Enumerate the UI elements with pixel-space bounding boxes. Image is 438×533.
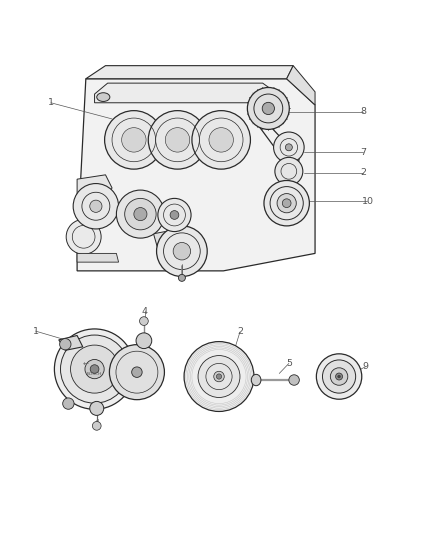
Polygon shape [95,83,278,103]
Polygon shape [59,335,83,350]
Circle shape [262,102,275,115]
Circle shape [275,157,303,185]
Circle shape [214,372,224,382]
Circle shape [170,211,179,220]
Polygon shape [77,253,119,262]
Circle shape [264,181,309,226]
Circle shape [209,128,233,152]
Circle shape [322,360,356,393]
Text: 10: 10 [361,197,374,206]
Circle shape [289,375,299,385]
Polygon shape [77,79,315,271]
Circle shape [173,243,191,260]
Text: 5: 5 [286,359,292,368]
Circle shape [66,220,101,254]
Text: BOSCH: BOSCH [87,373,102,376]
Text: ←: ← [83,362,89,368]
Circle shape [125,198,156,230]
Ellipse shape [97,93,110,101]
Text: 1: 1 [48,98,54,107]
Circle shape [316,354,362,399]
Circle shape [122,128,146,152]
Circle shape [105,111,163,169]
Circle shape [73,183,119,229]
Polygon shape [86,66,293,79]
Circle shape [216,374,222,379]
Circle shape [338,375,340,378]
Circle shape [330,368,348,385]
Circle shape [90,401,104,415]
Circle shape [286,144,292,151]
Text: 4: 4 [94,419,100,428]
Circle shape [132,367,142,377]
Polygon shape [287,66,315,105]
Text: 1: 1 [32,327,39,336]
Circle shape [283,199,291,207]
Circle shape [110,345,164,400]
Circle shape [134,207,147,221]
Circle shape [90,365,99,374]
Circle shape [92,422,101,430]
Ellipse shape [251,374,261,386]
Circle shape [158,198,191,231]
Polygon shape [153,227,197,249]
Polygon shape [77,175,112,205]
Text: 8: 8 [360,107,366,116]
Text: 7: 7 [360,148,366,157]
Circle shape [274,132,304,163]
Text: 6: 6 [179,273,185,282]
Circle shape [60,338,71,350]
Circle shape [192,111,251,169]
Circle shape [277,193,296,213]
Text: 2: 2 [237,327,243,336]
Circle shape [156,226,207,277]
Circle shape [85,359,104,379]
Circle shape [247,87,289,130]
Circle shape [63,398,74,409]
Circle shape [60,335,129,403]
Circle shape [136,333,152,349]
Circle shape [165,128,190,152]
Circle shape [184,342,254,411]
Circle shape [198,356,240,398]
Circle shape [54,329,135,409]
Circle shape [117,190,164,238]
Circle shape [336,373,343,380]
Circle shape [90,200,102,212]
Circle shape [140,317,148,326]
Circle shape [148,111,207,169]
Text: 9: 9 [362,362,368,372]
Text: 2: 2 [360,168,366,177]
Text: 4: 4 [142,306,148,316]
Circle shape [71,345,119,393]
Circle shape [178,274,185,281]
